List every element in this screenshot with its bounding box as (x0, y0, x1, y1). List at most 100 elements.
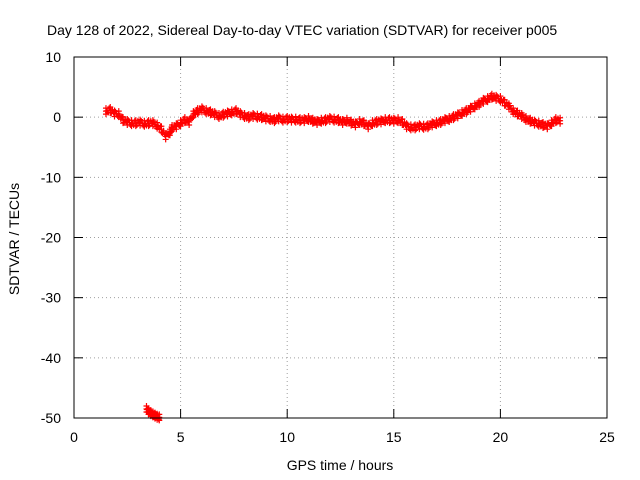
data-point (203, 105, 210, 112)
data-point (267, 112, 274, 119)
data-point (233, 105, 240, 112)
data-point (437, 121, 444, 128)
data-point (424, 120, 431, 127)
data-point (162, 136, 169, 143)
data-point (279, 113, 286, 120)
x-tick-label: 20 (493, 429, 509, 445)
data-point (446, 112, 453, 119)
data-point (518, 109, 525, 116)
data-point (386, 120, 393, 127)
data-point (488, 90, 495, 97)
data-point (501, 102, 508, 109)
data-point (194, 111, 201, 118)
data-point (531, 116, 538, 123)
data-point (194, 105, 201, 112)
data-point (480, 100, 487, 107)
data-point (284, 118, 291, 125)
data-point (262, 112, 269, 119)
data-point (275, 112, 282, 119)
data-point (245, 111, 252, 118)
axis-ticks: 0 5 10 15 20 25 -50 -40 -30 -20 -10 0 10 (41, 49, 615, 445)
data-point (484, 99, 491, 106)
data-point (390, 120, 397, 127)
data-point (373, 115, 380, 122)
data-point (505, 106, 512, 113)
data-point (522, 118, 529, 125)
data-point (429, 118, 436, 125)
y-tick-label: -10 (41, 169, 61, 185)
data-point (149, 117, 156, 124)
data-point (505, 100, 512, 107)
y-tick-label: 10 (45, 49, 61, 65)
y-tick-label: -30 (41, 290, 61, 306)
series-main-trace (102, 90, 564, 143)
data-point (309, 114, 316, 121)
data-point (301, 114, 308, 121)
data-point (403, 120, 410, 127)
data-point (352, 124, 359, 131)
data-point (343, 114, 350, 121)
data-point (111, 107, 118, 114)
data-point (356, 121, 363, 128)
data-point (107, 109, 114, 116)
data-point (403, 126, 410, 133)
x-tick-label: 5 (177, 429, 185, 445)
data-point (258, 117, 265, 124)
data-point (326, 112, 333, 119)
data-point (162, 130, 169, 137)
data-point (190, 114, 197, 121)
data-point (111, 113, 118, 120)
data-point (237, 114, 244, 121)
data-point (480, 94, 487, 101)
data-point (177, 123, 184, 130)
y-tick-label: -20 (41, 230, 61, 246)
data-point (420, 120, 427, 127)
data-point (412, 121, 419, 128)
data-point (348, 116, 355, 123)
data-point (250, 115, 257, 122)
data-point (527, 114, 534, 121)
data-point (262, 118, 269, 125)
data-point (335, 120, 342, 127)
data-point (395, 114, 402, 121)
data-point (224, 113, 231, 120)
data-point (258, 111, 265, 118)
data-point (220, 114, 227, 121)
data-point (284, 112, 291, 119)
data-point (514, 107, 521, 114)
data-point (102, 105, 109, 112)
data-point (467, 108, 474, 115)
data-point (441, 120, 448, 127)
data-point (450, 117, 457, 124)
data-point (552, 114, 559, 121)
data-point (215, 109, 222, 116)
data-point (378, 115, 385, 122)
data-point (314, 121, 321, 128)
data-point (557, 120, 564, 127)
data-point (476, 103, 483, 110)
data-point (120, 114, 127, 121)
data-point (497, 99, 504, 106)
data-point (540, 118, 547, 125)
data-point (429, 124, 436, 131)
data-point (433, 117, 440, 124)
data-point (237, 108, 244, 115)
data-point (335, 114, 342, 121)
data-point (420, 126, 427, 133)
data-point (228, 106, 235, 113)
data-point (326, 118, 333, 125)
data-point (339, 115, 346, 122)
data-point (437, 115, 444, 122)
data-point (275, 118, 282, 125)
data-point (365, 126, 372, 133)
data-point (292, 119, 299, 126)
data-point (154, 125, 161, 132)
data-point (102, 111, 109, 118)
data-point (399, 115, 406, 122)
data-point (416, 120, 423, 127)
data-point (292, 113, 299, 120)
data-point (241, 109, 248, 116)
data-point (267, 118, 274, 125)
data-point (169, 121, 176, 128)
